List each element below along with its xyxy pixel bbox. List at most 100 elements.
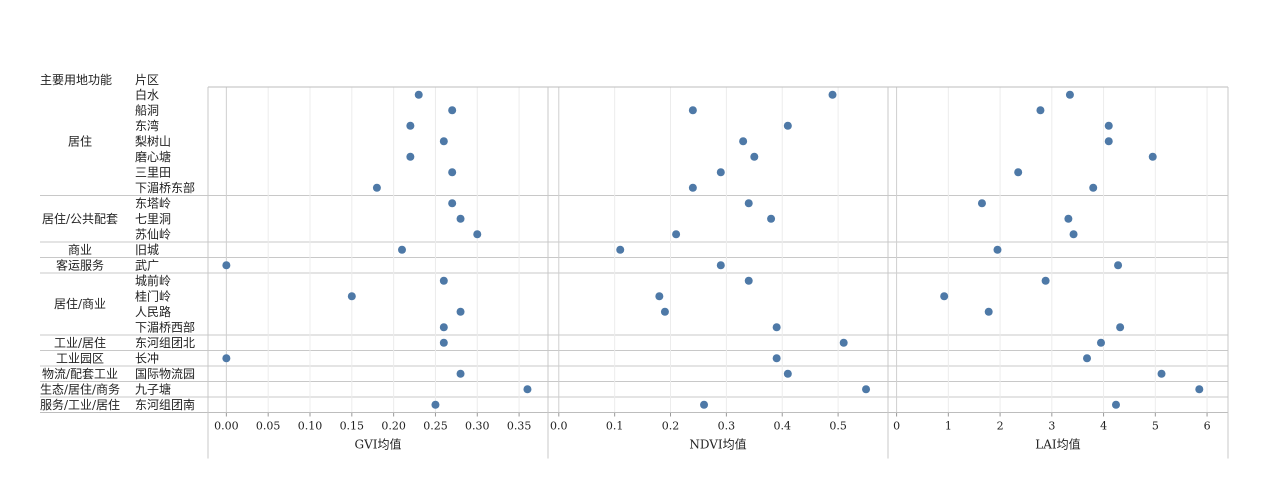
data-point [1116, 323, 1125, 332]
data-point [655, 292, 664, 301]
group-label: 物流/配套工业 [42, 367, 118, 381]
group-label: 居住/公共配套 [42, 212, 118, 226]
data-point [783, 369, 792, 378]
data-point [700, 400, 709, 409]
axis-title: GVI均值 [355, 437, 402, 452]
data-point [1195, 385, 1204, 394]
district-label: 东河组团北 [135, 336, 195, 350]
district-label: 白水 [135, 87, 159, 102]
group-label: 居住/商业 [54, 296, 106, 311]
group-label: 生态/居住/商务 [40, 381, 120, 396]
data-point [1014, 168, 1023, 177]
district-label: 国际物流园 [135, 367, 195, 381]
data-point [772, 354, 781, 363]
data-point [828, 90, 837, 99]
tick-label: 0.1 [606, 420, 624, 433]
data-point [414, 90, 423, 99]
data-point [439, 276, 448, 285]
data-point [744, 199, 753, 208]
data-point [473, 230, 482, 239]
data-point [456, 307, 465, 316]
data-point [222, 354, 231, 363]
data-point [406, 121, 415, 130]
data-point [406, 152, 415, 161]
data-point [1065, 90, 1074, 99]
data-point [672, 230, 681, 239]
group-label: 工业园区 [56, 351, 104, 365]
data-point [431, 400, 440, 409]
data-point [456, 369, 465, 378]
tick-label: 0.25 [423, 420, 448, 433]
district-label: 长冲 [135, 350, 159, 365]
tick-label: 0 [893, 420, 900, 433]
district-label: 九子塘 [135, 381, 171, 396]
data-point [772, 323, 781, 332]
tick-label: 0.15 [340, 420, 365, 433]
tick-label: 0.05 [256, 420, 281, 433]
group-label: 客运服务 [56, 257, 104, 272]
data-point [767, 214, 776, 223]
data-point [1089, 183, 1098, 192]
district-label: 东塔岭 [135, 196, 171, 210]
data-point [456, 214, 465, 223]
group-label: 服务/工业/居住 [40, 397, 120, 412]
axis-title: NDVI均值 [689, 437, 746, 452]
tick-label: 6 [1204, 420, 1211, 433]
tick-label: 0.4 [773, 420, 791, 433]
district-label: 三里田 [135, 165, 171, 179]
district-label: 七里洞 [135, 212, 171, 226]
district-label: 武广 [135, 258, 159, 272]
tick-label: 0.10 [298, 420, 323, 433]
tick-label: 0.30 [465, 420, 490, 433]
data-point [739, 137, 748, 146]
data-point [660, 307, 669, 316]
data-point [716, 168, 725, 177]
data-point [1069, 230, 1078, 239]
tick-label: 2 [997, 420, 1004, 433]
data-point [448, 199, 457, 208]
data-point [439, 323, 448, 332]
data-point [688, 183, 697, 192]
district-label: 城前岭 [135, 273, 171, 288]
tick-label: 0.0 [550, 420, 568, 433]
axis-title: LAI均值 [1035, 437, 1080, 452]
group-label: 工业/居住 [54, 336, 106, 350]
data-point [1064, 214, 1073, 223]
data-point [750, 152, 759, 161]
district-label: 船洞 [135, 103, 159, 117]
data-point [398, 245, 406, 254]
tick-label: 0.5 [829, 420, 847, 433]
tick-label: 5 [1152, 420, 1159, 433]
district-label: 东湾 [135, 118, 159, 133]
data-point [616, 245, 625, 254]
data-point [523, 385, 532, 394]
district-label: 旧城 [135, 243, 159, 257]
tick-label: 0.3 [718, 420, 736, 433]
district-label: 下湄桥西部 [135, 319, 195, 334]
district-label: 梨树山 [135, 133, 171, 148]
data-point [372, 183, 381, 192]
data-point [783, 121, 792, 130]
district-label: 东河组团南 [135, 397, 195, 412]
data-point [1083, 354, 1092, 363]
data-point [1148, 152, 1157, 161]
tick-label: 4 [1100, 420, 1107, 433]
header-function: 主要用地功能 [40, 73, 112, 87]
data-point [688, 106, 697, 115]
district-label: 苏仙岭 [135, 227, 171, 241]
group-label: 居住 [68, 134, 92, 148]
data-point [448, 168, 457, 177]
data-point [977, 199, 986, 208]
data-point [347, 292, 356, 301]
district-label: 磨心塘 [135, 149, 171, 164]
data-point [744, 276, 753, 285]
district-label: 下湄桥东部 [135, 180, 195, 195]
data-point [839, 338, 848, 347]
tick-label: 0.2 [662, 420, 680, 433]
district-label: 桂门岭 [135, 288, 171, 303]
district-label: 人民路 [135, 304, 171, 319]
data-point [1111, 400, 1120, 409]
data-point [1104, 121, 1113, 130]
